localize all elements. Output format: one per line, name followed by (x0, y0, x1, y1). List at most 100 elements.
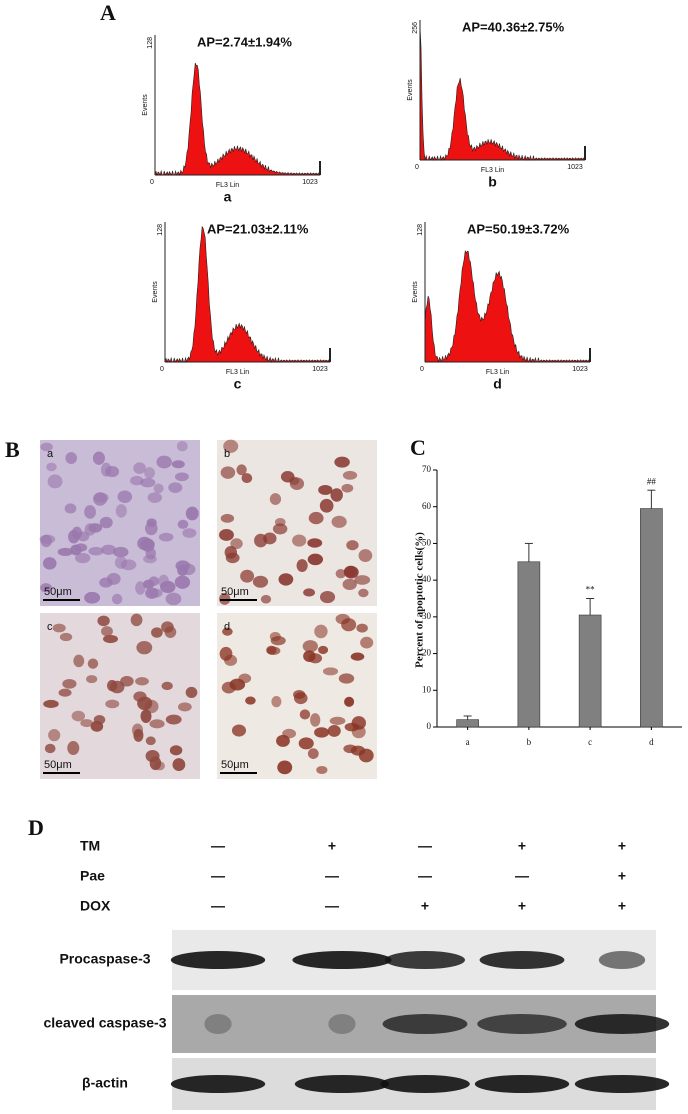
sub-label: a (47, 448, 54, 460)
cell (44, 743, 56, 754)
cell (231, 724, 247, 737)
bar (578, 614, 602, 728)
cell (176, 441, 188, 452)
panel-label: A (100, 0, 116, 25)
cell (165, 592, 182, 606)
cell (318, 484, 333, 495)
cell (346, 540, 359, 551)
cell (303, 650, 316, 663)
cell (111, 593, 123, 605)
y-label: Events (412, 281, 419, 303)
band (474, 1075, 570, 1093)
sub-label: c (234, 376, 242, 392)
y-tick-label: 70 (422, 464, 432, 474)
sub-label: c (47, 621, 53, 633)
cell (358, 588, 369, 598)
cell (263, 532, 277, 545)
cell (135, 581, 146, 595)
cell (145, 736, 156, 746)
y-max: 128 (417, 224, 424, 236)
cell (282, 728, 297, 739)
ap-label: AP=50.19±3.72% (467, 221, 570, 236)
cell (168, 482, 183, 493)
cell (260, 594, 272, 604)
y-max: 128 (157, 224, 164, 236)
cell (292, 534, 307, 547)
cell (109, 680, 125, 694)
cell (158, 532, 174, 542)
x-max: 1023 (572, 366, 588, 373)
cell (88, 546, 104, 556)
band (170, 951, 266, 969)
cell (270, 636, 286, 646)
cell (171, 460, 185, 469)
cell (327, 724, 341, 737)
cell (149, 719, 165, 729)
cell (302, 640, 318, 653)
cell (161, 621, 174, 633)
origin: 0 (420, 366, 424, 373)
cell (144, 521, 158, 536)
cell (165, 714, 182, 725)
band (328, 1014, 356, 1034)
band-label: Procaspase-3 (59, 951, 150, 967)
cell (338, 673, 355, 684)
cell (358, 549, 373, 562)
sub-label: b (224, 448, 230, 460)
cell (135, 677, 149, 686)
cell (86, 675, 98, 684)
cell (87, 658, 99, 669)
cell (130, 613, 143, 627)
cell (84, 591, 101, 604)
cell (252, 575, 269, 588)
cell (344, 722, 360, 732)
band (574, 1014, 670, 1034)
band (382, 1014, 468, 1034)
y-tick-label: 40 (422, 574, 432, 584)
cell (303, 588, 315, 597)
cell (341, 483, 354, 493)
cell (149, 756, 162, 771)
origin: 0 (415, 164, 419, 171)
cell (156, 455, 172, 469)
scale-label: 50μm (44, 586, 72, 598)
sub-label: b (488, 174, 497, 190)
band (170, 1075, 266, 1093)
y-max: 256 (412, 22, 419, 34)
cell (222, 627, 233, 636)
cell (342, 578, 357, 591)
cell (318, 645, 329, 655)
ap-label: AP=2.74±1.94% (197, 34, 292, 49)
x-tick-label: b (527, 737, 532, 747)
treatment-sign: — (211, 868, 225, 884)
cell (93, 492, 108, 506)
y-label: Percent of apoptotic cells(%) (414, 532, 426, 668)
cell (105, 699, 120, 709)
cell (48, 729, 61, 742)
histogram (154, 62, 321, 177)
cell (161, 681, 173, 691)
cell (133, 462, 146, 474)
cell (80, 719, 94, 728)
band (479, 951, 565, 969)
treatment-sign: + (328, 838, 336, 854)
bar (456, 719, 479, 728)
cell (42, 557, 57, 570)
cell (331, 515, 347, 528)
treatment-label: TM (80, 838, 100, 854)
band-label: β-actin (82, 1075, 128, 1091)
band-label: cleaved caspase-3 (44, 1015, 167, 1031)
significance: ## (647, 476, 657, 486)
cell (177, 702, 192, 712)
cell (105, 466, 120, 478)
cell (115, 504, 127, 518)
treatment-sign: + (618, 868, 626, 884)
ap-label: AP=21.03±2.11% (207, 221, 309, 236)
cell (143, 554, 157, 564)
cell (99, 516, 113, 529)
sub-label: a (224, 189, 232, 205)
cell (71, 710, 86, 722)
cell (97, 615, 110, 627)
treatment-sign: + (421, 898, 429, 914)
cell (64, 503, 77, 514)
